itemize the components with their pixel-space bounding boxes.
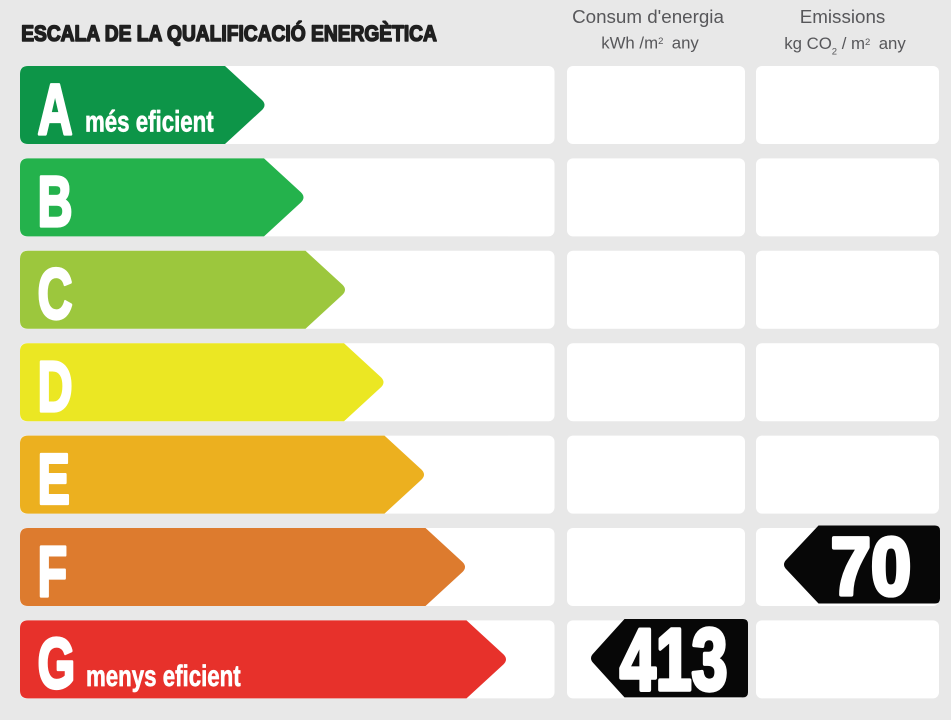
svg-text:B: B (38, 162, 73, 242)
svg-text:G: G (38, 624, 76, 704)
svg-text:Consum d'energia: Consum d'energia (572, 6, 724, 27)
svg-text:kg CO2 / m2 any: kg CO2 / m2 any (784, 34, 906, 57)
svg-text:C: C (38, 254, 73, 334)
svg-text:F: F (38, 531, 68, 611)
svg-text:413: 413 (620, 612, 728, 708)
svg-text:més eficient: més eficient (85, 104, 214, 138)
svg-text:E: E (38, 439, 70, 519)
svg-text:D: D (38, 347, 73, 427)
svg-text:kWh /m2 any: kWh /m2 any (601, 33, 699, 52)
svg-text:menys eficient: menys eficient (86, 659, 241, 693)
svg-text:ESCALA DE LA QUALIFICACIÓ ENER: ESCALA DE LA QUALIFICACIÓ ENERGÈTICA (21, 20, 437, 46)
svg-text:A: A (38, 69, 73, 149)
svg-text:70: 70 (831, 521, 911, 612)
svg-text:Emissions: Emissions (800, 6, 886, 27)
